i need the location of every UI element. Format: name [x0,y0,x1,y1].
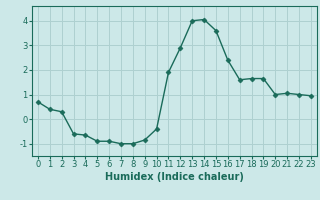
X-axis label: Humidex (Indice chaleur): Humidex (Indice chaleur) [105,172,244,182]
